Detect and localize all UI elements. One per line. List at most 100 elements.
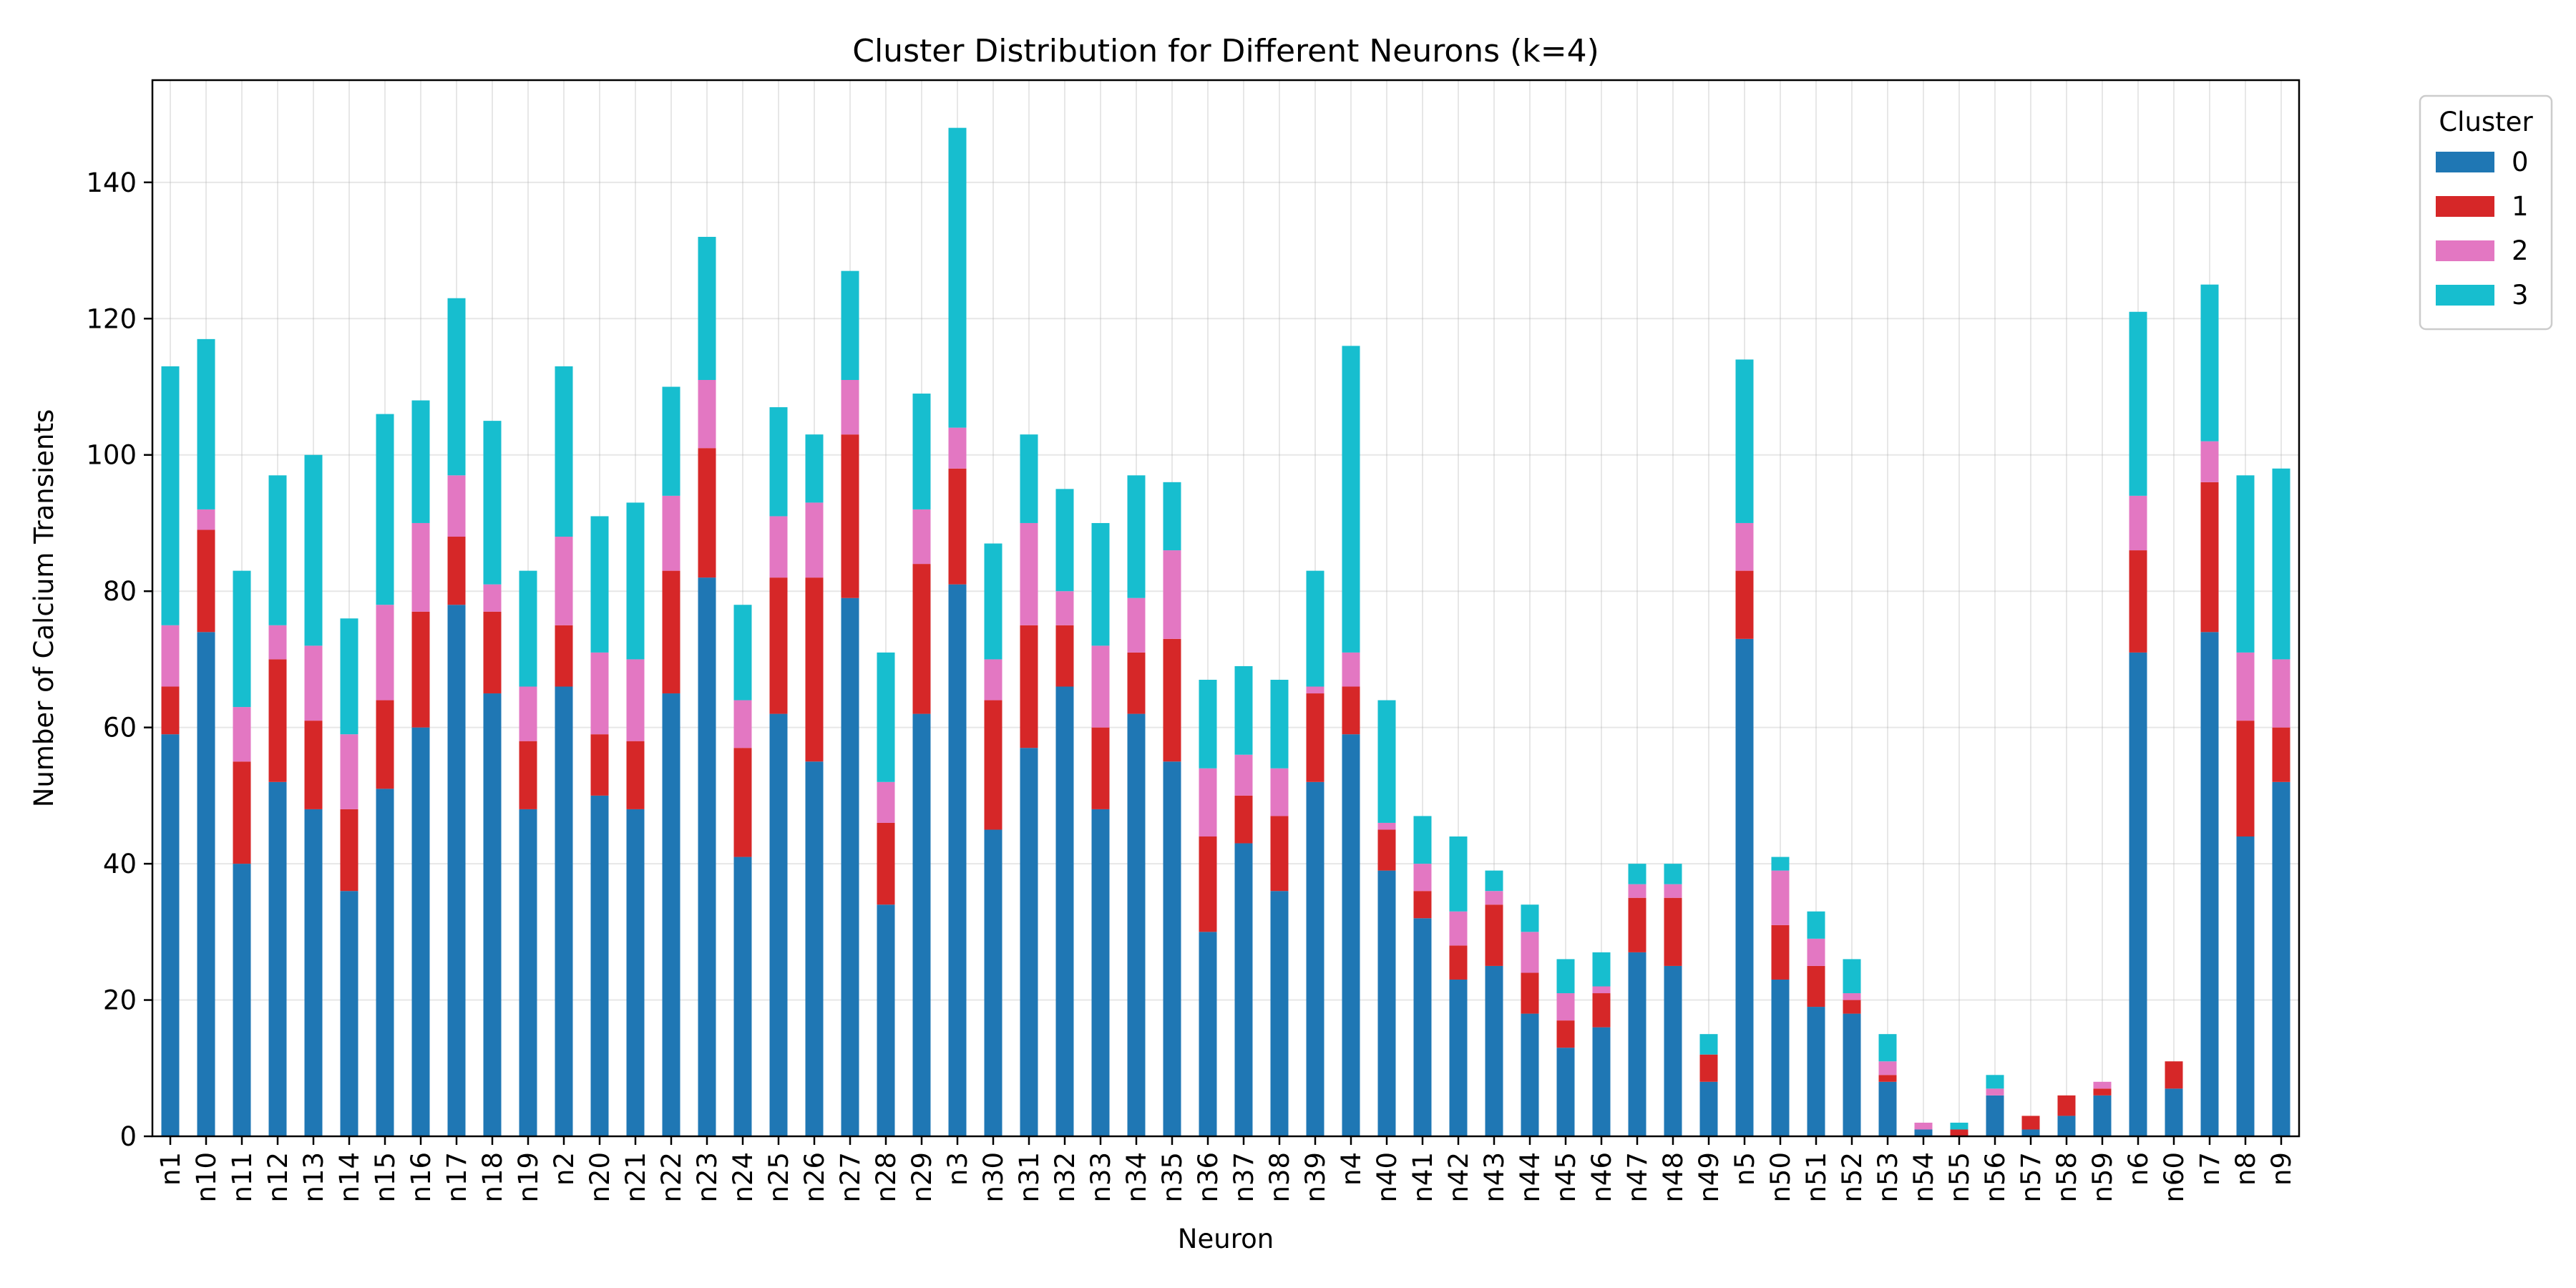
bar-n13-cluster-1 xyxy=(304,721,323,809)
x-tick-label: n31 xyxy=(1014,1152,1045,1203)
legend-swatch-1 xyxy=(2436,196,2494,217)
bar-n17-cluster-3 xyxy=(447,298,466,476)
bar-n34-cluster-3 xyxy=(1127,475,1146,598)
bar-n35-cluster-1 xyxy=(1163,638,1181,762)
bar-n42-cluster-0 xyxy=(1449,979,1468,1136)
x-tick-label: n49 xyxy=(1694,1152,1724,1203)
bar-n47-cluster-0 xyxy=(1628,952,1646,1136)
x-tick-label: n17 xyxy=(441,1152,472,1203)
bar-n10-cluster-0 xyxy=(197,632,215,1136)
bar-n28-cluster-2 xyxy=(877,781,895,823)
x-tick-label: n20 xyxy=(585,1152,615,1203)
x-tick-label: n41 xyxy=(1407,1152,1438,1203)
bar-n54-cluster-0 xyxy=(1914,1129,1933,1136)
y-tick-label: 40 xyxy=(103,849,137,879)
bar-n56-cluster-3 xyxy=(1986,1075,2004,1089)
x-tick-label: n33 xyxy=(1085,1152,1116,1203)
bar-n3-cluster-3 xyxy=(948,127,967,428)
bar-n3-cluster-2 xyxy=(948,427,967,469)
bar-n34-cluster-1 xyxy=(1127,652,1146,714)
bar-n55-cluster-1 xyxy=(1950,1129,1968,1136)
bar-n48-cluster-0 xyxy=(1664,965,1682,1136)
bar-n25-cluster-2 xyxy=(769,516,788,578)
bar-n25-cluster-3 xyxy=(769,407,788,517)
bar-n4-cluster-2 xyxy=(1342,652,1360,687)
bar-n13-cluster-0 xyxy=(304,809,323,1136)
x-tick-label: n35 xyxy=(1157,1152,1188,1203)
bar-n45-cluster-0 xyxy=(1556,1048,1575,1136)
legend-label-0: 0 xyxy=(2512,147,2529,177)
bar-n53-cluster-2 xyxy=(1878,1061,1897,1075)
bar-n41-cluster-0 xyxy=(1413,918,1432,1136)
x-tick-label: n22 xyxy=(656,1152,687,1203)
bar-n16-cluster-0 xyxy=(411,727,430,1136)
x-tick-label: n26 xyxy=(799,1152,830,1203)
bar-n1-cluster-0 xyxy=(161,734,180,1136)
bar-n36-cluster-1 xyxy=(1199,836,1217,932)
bar-n12-cluster-2 xyxy=(268,625,287,660)
bar-n16-cluster-2 xyxy=(411,522,430,612)
bar-n44-cluster-2 xyxy=(1521,932,1539,973)
x-tick-label: n38 xyxy=(1264,1152,1295,1203)
bar-n25-cluster-1 xyxy=(769,577,788,714)
bar-n47-cluster-3 xyxy=(1628,864,1646,884)
legend-items: 0 1 2 3 xyxy=(2436,147,2529,311)
bar-n3-cluster-1 xyxy=(948,468,967,585)
y-tick-label: 80 xyxy=(103,576,137,607)
legend-label-3: 3 xyxy=(2512,280,2529,311)
bar-n50-cluster-0 xyxy=(1771,979,1790,1136)
bar-n29-cluster-0 xyxy=(912,713,931,1136)
bar-n29-cluster-3 xyxy=(912,394,931,509)
bar-n52-cluster-3 xyxy=(1843,959,1861,994)
bar-n27-cluster-1 xyxy=(841,434,859,598)
bar-n42-cluster-2 xyxy=(1449,911,1468,946)
bar-n37-cluster-2 xyxy=(1234,754,1253,796)
bar-n2-cluster-3 xyxy=(555,366,573,537)
x-tick-label: n43 xyxy=(1479,1152,1510,1203)
x-tick-label: n44 xyxy=(1515,1152,1546,1203)
bar-n13-cluster-2 xyxy=(304,645,323,721)
bar-n49-cluster-0 xyxy=(1699,1081,1718,1136)
bar-n17-cluster-1 xyxy=(447,537,466,605)
y-tick-label: 60 xyxy=(103,713,137,743)
x-tick-label: n11 xyxy=(227,1152,258,1203)
bar-n14-cluster-0 xyxy=(340,891,358,1136)
bar-n18-cluster-1 xyxy=(483,611,502,694)
bar-n17-cluster-2 xyxy=(447,475,466,537)
bar-n14-cluster-2 xyxy=(340,734,358,809)
bar-n21-cluster-1 xyxy=(626,741,645,809)
x-tick-label: n47 xyxy=(1622,1152,1653,1203)
bar-n25-cluster-0 xyxy=(769,713,788,1136)
legend: Cluster 0 1 2 3 xyxy=(2419,94,2553,331)
bar-n16-cluster-3 xyxy=(411,400,430,523)
x-tick-label: n37 xyxy=(1229,1152,1259,1203)
bar-n23-cluster-0 xyxy=(698,577,716,1136)
bar-n13-cluster-3 xyxy=(304,454,323,646)
bar-n22-cluster-3 xyxy=(662,386,680,496)
y-tick-label: 100 xyxy=(86,440,137,471)
bar-n6-cluster-2 xyxy=(2129,495,2147,551)
bar-n15-cluster-2 xyxy=(376,605,394,701)
bar-n7-cluster-1 xyxy=(2200,482,2219,633)
bar-n34-cluster-2 xyxy=(1127,597,1146,653)
bar-n31-cluster-1 xyxy=(1020,625,1038,748)
bar-n46-cluster-3 xyxy=(1592,952,1611,987)
bar-n8-cluster-3 xyxy=(2236,475,2255,653)
x-tick-label: n15 xyxy=(370,1152,401,1203)
bar-n14-cluster-1 xyxy=(340,809,358,892)
bar-n43-cluster-3 xyxy=(1485,870,1503,892)
bar-n42-cluster-3 xyxy=(1449,836,1468,912)
bar-n11-cluster-3 xyxy=(233,570,251,708)
bar-n32-cluster-3 xyxy=(1055,489,1074,592)
bar-n12-cluster-1 xyxy=(268,659,287,782)
bar-n40-cluster-0 xyxy=(1377,870,1396,1136)
x-tick-label: n32 xyxy=(1050,1152,1080,1203)
bar-n17-cluster-0 xyxy=(447,605,466,1136)
bar-n39-cluster-0 xyxy=(1306,781,1324,1136)
x-tick-label: n13 xyxy=(298,1152,329,1203)
bar-n20-cluster-1 xyxy=(590,734,609,796)
y-tick-label: 140 xyxy=(86,167,137,198)
bar-n20-cluster-2 xyxy=(590,652,609,735)
x-tick-label: n24 xyxy=(728,1152,758,1203)
bar-n45-cluster-3 xyxy=(1556,959,1575,994)
